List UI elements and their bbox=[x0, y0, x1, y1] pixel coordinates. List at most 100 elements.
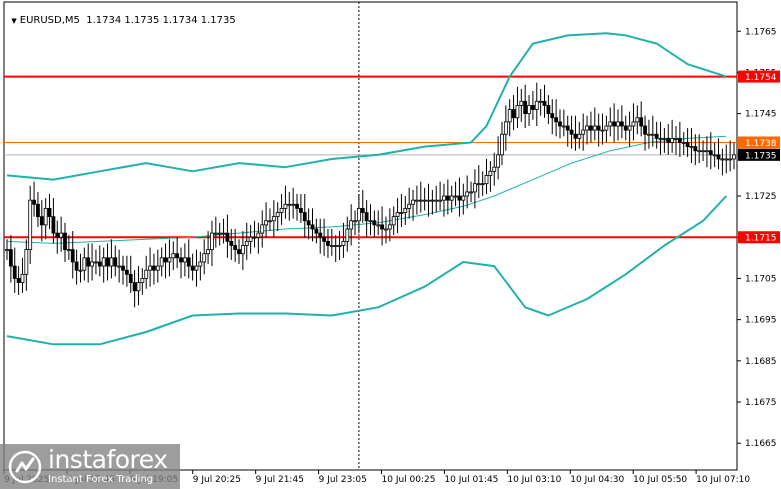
candle-body bbox=[445, 195, 450, 201]
candle-body bbox=[310, 224, 315, 230]
candle-body bbox=[534, 100, 539, 110]
price-badge-label: 1.1754 bbox=[745, 73, 777, 83]
candle-body bbox=[538, 100, 543, 103]
candle-body bbox=[51, 216, 56, 234]
candle-body bbox=[503, 121, 508, 135]
candle-body bbox=[507, 109, 512, 123]
candle-body bbox=[716, 154, 721, 160]
x-tick-label: 10 Jul 04:30 bbox=[570, 475, 624, 485]
candle-body bbox=[260, 224, 265, 234]
price-badge-label: 1.1738 bbox=[745, 139, 777, 149]
candle-body bbox=[12, 265, 17, 279]
candle-body bbox=[592, 125, 597, 131]
candle-body bbox=[565, 125, 570, 131]
candle-body bbox=[190, 265, 195, 271]
candle-body bbox=[237, 249, 241, 255]
candle-body bbox=[287, 203, 292, 206]
candle-body bbox=[63, 232, 67, 250]
candle-body bbox=[395, 212, 400, 218]
candle-body bbox=[345, 228, 350, 242]
candle-body bbox=[213, 232, 218, 235]
candle-body bbox=[500, 133, 504, 156]
candle-body bbox=[322, 236, 326, 242]
price-badge[interactable] bbox=[738, 148, 780, 161]
candle-body bbox=[492, 166, 497, 172]
y-tick-label: 1.1665 bbox=[745, 439, 777, 449]
candle-body bbox=[476, 183, 481, 186]
candle-body bbox=[198, 261, 203, 267]
price-badge[interactable] bbox=[738, 136, 780, 149]
candle-body bbox=[186, 257, 191, 267]
candle-body bbox=[202, 253, 207, 263]
candle-body bbox=[326, 240, 330, 246]
candle-body bbox=[647, 133, 651, 136]
candle-body bbox=[314, 228, 319, 234]
candle-body bbox=[484, 175, 489, 185]
candle-body bbox=[519, 100, 524, 106]
candle-body bbox=[5, 249, 9, 251]
candle-body bbox=[152, 265, 156, 271]
candle-body bbox=[248, 236, 253, 242]
candle-body bbox=[480, 183, 485, 186]
candle-body bbox=[217, 232, 222, 235]
y-tick-label: 1.1675 bbox=[745, 398, 777, 408]
candle-body bbox=[616, 121, 620, 127]
candle-body bbox=[353, 220, 357, 223]
candle-body bbox=[8, 249, 13, 267]
candle-body bbox=[337, 245, 342, 247]
candle-body bbox=[531, 105, 535, 110]
candle-body bbox=[577, 133, 582, 139]
candle-body bbox=[585, 125, 589, 131]
candle-body bbox=[403, 207, 408, 213]
candle-body bbox=[341, 240, 346, 246]
candle-body bbox=[372, 220, 377, 226]
price-badge[interactable] bbox=[738, 70, 780, 83]
candle-body bbox=[360, 207, 365, 213]
candle-body bbox=[47, 207, 52, 218]
watermark-brand: instaforex bbox=[48, 445, 168, 474]
candle-body bbox=[291, 203, 296, 206]
candle-body bbox=[182, 257, 187, 263]
symbol-label[interactable]: EURUSD,M5 bbox=[11, 15, 80, 26]
candle-body bbox=[210, 232, 214, 250]
price-badge[interactable] bbox=[738, 231, 780, 244]
candle-body bbox=[384, 228, 388, 231]
candle-body bbox=[391, 216, 396, 226]
candle-body bbox=[554, 117, 559, 123]
candle-body bbox=[604, 125, 609, 131]
candle-body bbox=[66, 249, 71, 251]
y-tick-label: 1.1745 bbox=[745, 110, 777, 120]
candle-body bbox=[488, 170, 493, 176]
candle-body bbox=[635, 117, 640, 123]
candle-body bbox=[268, 220, 272, 223]
candle-body bbox=[194, 265, 199, 271]
candle-body bbox=[109, 257, 114, 267]
candle-body bbox=[36, 203, 40, 218]
instaforex-logo-icon bbox=[8, 450, 42, 484]
candle-body bbox=[407, 203, 412, 209]
candle-body bbox=[59, 232, 64, 238]
candle-body bbox=[550, 113, 555, 119]
candle-body bbox=[70, 249, 75, 263]
candle-body bbox=[612, 121, 617, 127]
candle-body bbox=[318, 232, 323, 238]
candle-body bbox=[681, 142, 686, 144]
candle-body bbox=[658, 137, 663, 140]
candle-body bbox=[569, 129, 574, 135]
candle-body bbox=[387, 224, 392, 230]
candle-body bbox=[221, 232, 226, 235]
candle-body bbox=[418, 199, 423, 202]
candle-body bbox=[589, 125, 593, 131]
candle-body bbox=[581, 129, 586, 135]
candle-body bbox=[144, 269, 149, 279]
candle-body bbox=[685, 142, 690, 148]
candle-body bbox=[132, 282, 137, 292]
x-tick-label: 10 Jul 00:25 bbox=[382, 475, 436, 485]
candle-body bbox=[473, 183, 477, 193]
candle-body bbox=[175, 253, 180, 259]
bollinger-upper-band bbox=[6, 32, 727, 181]
candle-body bbox=[438, 199, 443, 202]
candle-body bbox=[627, 125, 632, 131]
candle-body bbox=[121, 265, 125, 271]
